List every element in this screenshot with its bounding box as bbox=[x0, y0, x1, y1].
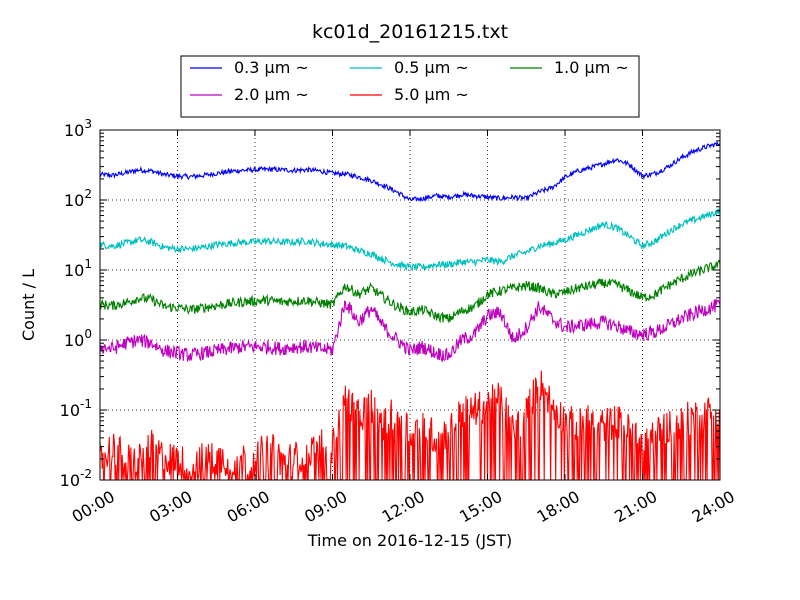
legend-box bbox=[180, 55, 640, 118]
y-tick-labels: 10-2 10-1 100 101 102 103 bbox=[60, 117, 92, 490]
legend: 0.3 μm ~ 0.5 μm ~ 1.0 μm ~ 2.0 μm ~ 5.0 μm ~ bbox=[180, 55, 640, 118]
legend-label: 0.3 μm ~ bbox=[234, 58, 309, 77]
series-line bbox=[99, 259, 721, 324]
ticks bbox=[99, 129, 721, 481]
y-axis-label: Count / L bbox=[19, 269, 38, 341]
y-tick-label: 10-2 bbox=[60, 467, 92, 490]
y-tick-label: 101 bbox=[64, 257, 92, 280]
legend-label: 0.5 μm ~ bbox=[394, 58, 469, 77]
x-axis-label: Time on 2016-12-15 (JST) bbox=[307, 531, 512, 550]
legend-label: 5.0 μm ~ bbox=[394, 85, 469, 104]
y-tick-label: 10-1 bbox=[60, 397, 92, 420]
y-tick-label: 100 bbox=[64, 327, 92, 350]
y-tick-label: 102 bbox=[64, 187, 92, 210]
series-line bbox=[99, 208, 721, 271]
legend-label: 2.0 μm ~ bbox=[234, 85, 309, 104]
series-line bbox=[99, 299, 721, 363]
legend-label: 1.0 μm ~ bbox=[554, 58, 629, 77]
y-tick-label: 103 bbox=[64, 117, 92, 140]
grid bbox=[100, 130, 720, 480]
series-line bbox=[99, 141, 721, 203]
chart-title: kc01d_20161215.txt bbox=[312, 21, 508, 43]
